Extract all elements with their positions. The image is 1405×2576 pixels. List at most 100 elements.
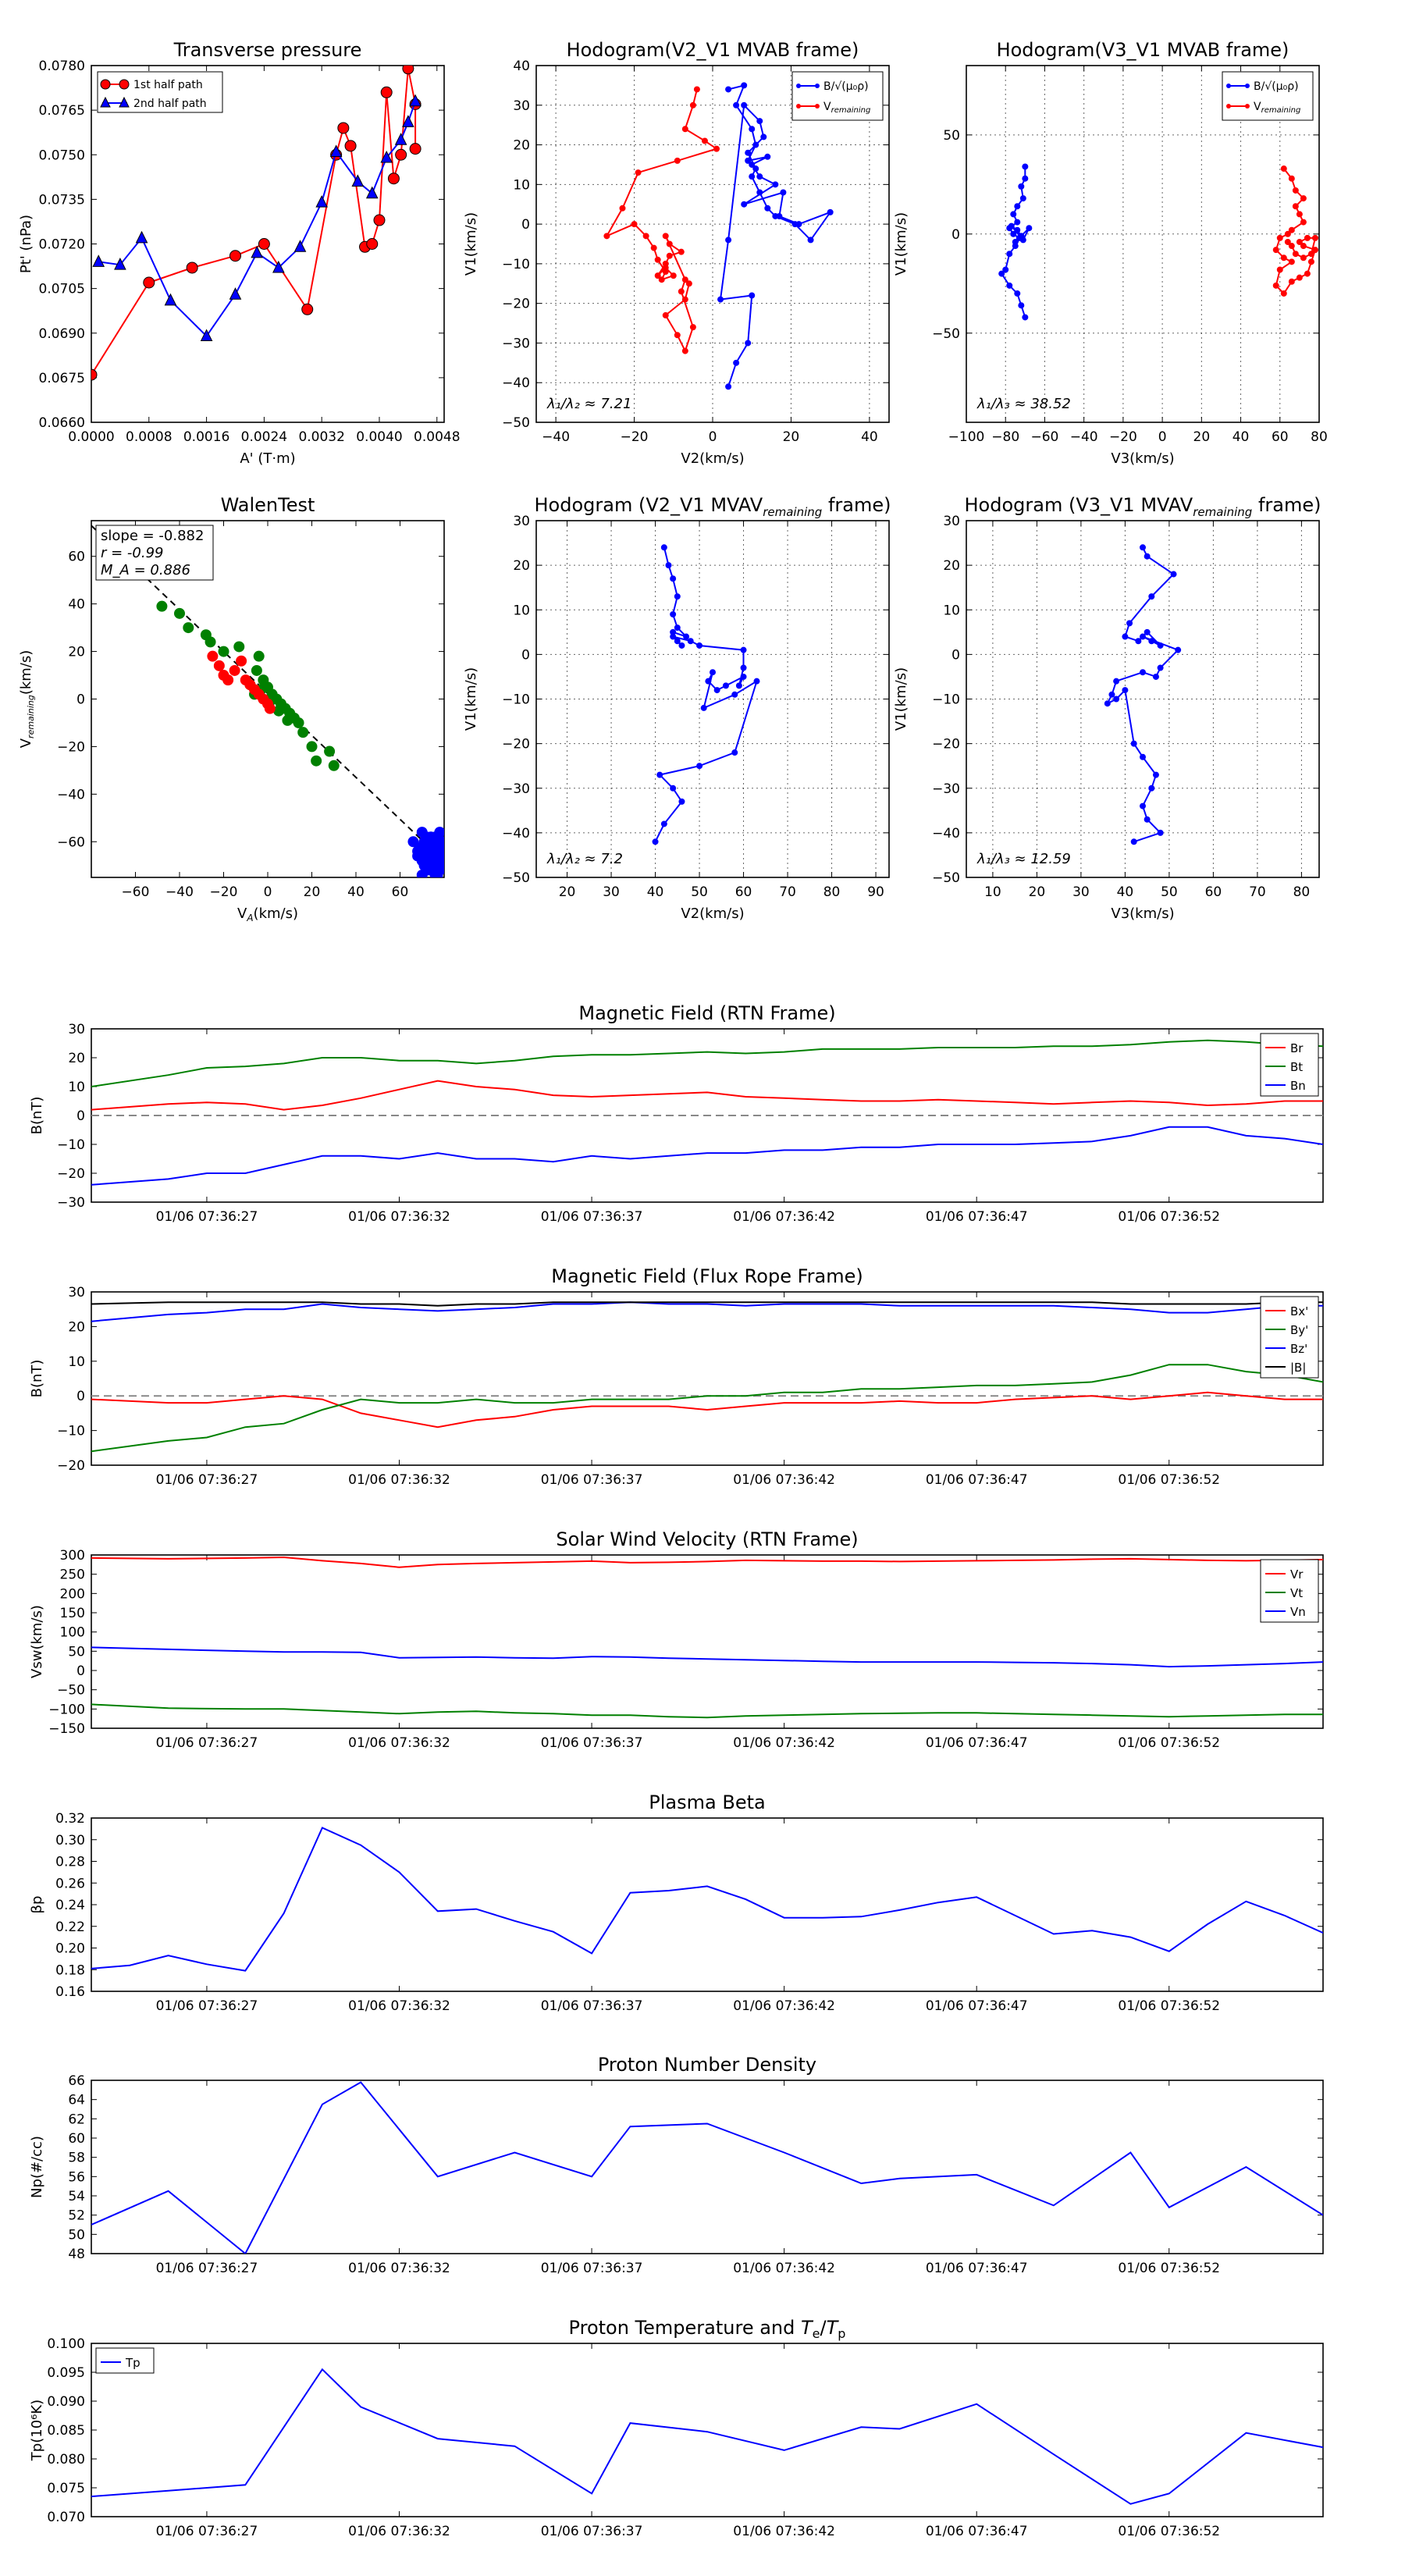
x-tick-label: 01/06 07:36:32 bbox=[348, 1735, 450, 1751]
series-line-By' bbox=[91, 1364, 1323, 1453]
data-point bbox=[681, 126, 688, 133]
legend-label: Vt bbox=[1290, 1586, 1303, 1600]
y-tick-label: −20 bbox=[57, 739, 85, 755]
y-tick-label: 30 bbox=[68, 1285, 85, 1300]
y-tick-label: −10 bbox=[932, 692, 960, 708]
y-axis-label: V1(km/s) bbox=[463, 212, 479, 276]
data-point bbox=[693, 86, 700, 93]
data-point bbox=[1019, 195, 1026, 202]
data-point bbox=[1140, 544, 1146, 551]
y-tick-label: 10 bbox=[513, 177, 530, 193]
series-line-Bz' bbox=[91, 1301, 1323, 1322]
y-axis-label: B(nT) bbox=[29, 1097, 45, 1135]
data-point bbox=[1130, 838, 1137, 845]
x-tick-label: 01/06 07:36:32 bbox=[348, 2261, 450, 2276]
data-point bbox=[1130, 740, 1137, 747]
label-part: V bbox=[18, 738, 34, 748]
legend-label: Bz' bbox=[1290, 1342, 1307, 1356]
x-tick-label: 01/06 07:36:52 bbox=[1118, 1735, 1220, 1751]
y-tick-label: 40 bbox=[68, 597, 85, 613]
data-point-circle bbox=[380, 86, 393, 98]
data-point bbox=[753, 678, 760, 685]
data-point-triangle bbox=[409, 94, 422, 107]
y-tick-label: 0.0720 bbox=[39, 237, 85, 253]
y-axis-label: V1(km/s) bbox=[893, 667, 909, 731]
x-tick-label: 0 bbox=[709, 429, 717, 445]
x-tick-label: −40 bbox=[542, 429, 570, 445]
data-point-circle bbox=[91, 368, 98, 381]
data-point-triangle bbox=[394, 133, 407, 145]
data-point bbox=[1010, 230, 1017, 237]
legend-marker bbox=[1226, 84, 1231, 88]
data-point bbox=[722, 682, 729, 689]
y-tick-label: 0.0735 bbox=[39, 192, 85, 208]
scatter-point-green bbox=[205, 636, 216, 648]
y-tick-label: 0.32 bbox=[55, 1811, 85, 1827]
x-axis-label: V2(km/s) bbox=[681, 906, 744, 922]
scatter-point-blue bbox=[425, 859, 437, 871]
chart-hodo2: −100 −80 −60 −40 −20 0 20 40 60 80 −50 0 50 Hodogram(… bbox=[893, 39, 1328, 467]
y-tick-label: 150 bbox=[60, 1606, 85, 1621]
y-tick-label: 250 bbox=[60, 1567, 85, 1583]
y-tick-label: 20 bbox=[68, 645, 85, 660]
y-tick-label: 58 bbox=[68, 2151, 85, 2166]
y-tick-label: 300 bbox=[60, 1548, 85, 1564]
y-tick-label: −10 bbox=[502, 692, 530, 708]
y-tick-label: 0.16 bbox=[55, 1984, 85, 2000]
data-point bbox=[1152, 771, 1159, 778]
series-line-0 bbox=[1105, 546, 1179, 843]
y-tick-label: −30 bbox=[502, 336, 530, 351]
plot-area bbox=[603, 82, 834, 390]
data-point bbox=[1307, 258, 1314, 265]
legend-label: Vr bbox=[1290, 1567, 1304, 1582]
x-axis-label: A' (T·m) bbox=[240, 450, 295, 467]
data-point bbox=[1018, 302, 1025, 309]
y-tick-label: 0 bbox=[951, 647, 960, 663]
data-point bbox=[662, 260, 669, 267]
y-tick-label: 0.0780 bbox=[39, 59, 85, 74]
x-tick-label: 01/06 07:36:32 bbox=[348, 1209, 450, 1225]
y-tick-label: 66 bbox=[68, 2073, 85, 2089]
y-tick-label: −50 bbox=[502, 415, 530, 431]
legend-label: Vremaining bbox=[1254, 101, 1300, 115]
y-axis-label: Tp(10⁶K) bbox=[29, 2400, 45, 2461]
data-point-circle bbox=[258, 238, 270, 250]
series-line-1 bbox=[605, 89, 719, 354]
data-point bbox=[1288, 226, 1295, 233]
data-point bbox=[603, 233, 610, 240]
y-tick-label: 20 bbox=[513, 558, 530, 574]
data-point bbox=[749, 292, 756, 299]
data-point bbox=[1122, 687, 1129, 694]
y-axis-label: βp bbox=[29, 1896, 45, 1914]
data-point bbox=[772, 181, 779, 188]
data-point bbox=[1144, 816, 1151, 823]
scatter-point-green bbox=[218, 646, 229, 657]
data-point-circle bbox=[186, 262, 198, 274]
y-tick-label: 0.0705 bbox=[39, 282, 85, 297]
x-tick-label: 10 bbox=[984, 884, 1001, 900]
label-part: (km/s) bbox=[254, 906, 298, 922]
y-tick-label: 0.0765 bbox=[39, 103, 85, 119]
x-tick-label: −20 bbox=[1109, 429, 1137, 445]
title-part: frame) bbox=[1252, 494, 1321, 516]
data-point bbox=[745, 340, 752, 347]
data-point bbox=[1018, 233, 1025, 240]
plot-area bbox=[652, 544, 760, 845]
x-tick-label: 20 bbox=[783, 429, 800, 445]
plot-area bbox=[91, 1827, 1323, 1972]
x-tick-label: 01/06 07:36:42 bbox=[733, 1472, 835, 1488]
x-tick-label: 01/06 07:36:42 bbox=[733, 2524, 835, 2539]
y-axis-label: Vsw(km/s) bbox=[29, 1605, 45, 1678]
y-tick-label: 0.22 bbox=[55, 1920, 85, 1935]
data-point bbox=[733, 359, 740, 366]
y-tick-label: −50 bbox=[502, 870, 530, 886]
data-point bbox=[700, 704, 707, 711]
y-tick-label: −10 bbox=[57, 1424, 85, 1439]
data-point bbox=[687, 638, 694, 645]
y-tick-label: 10 bbox=[68, 1080, 85, 1095]
data-point bbox=[1288, 278, 1295, 285]
y-tick-label: 0.075 bbox=[47, 2481, 85, 2496]
series-line-0 bbox=[719, 84, 833, 387]
x-tick-label: 01/06 07:36:27 bbox=[156, 1209, 258, 1225]
data-point bbox=[656, 771, 663, 778]
